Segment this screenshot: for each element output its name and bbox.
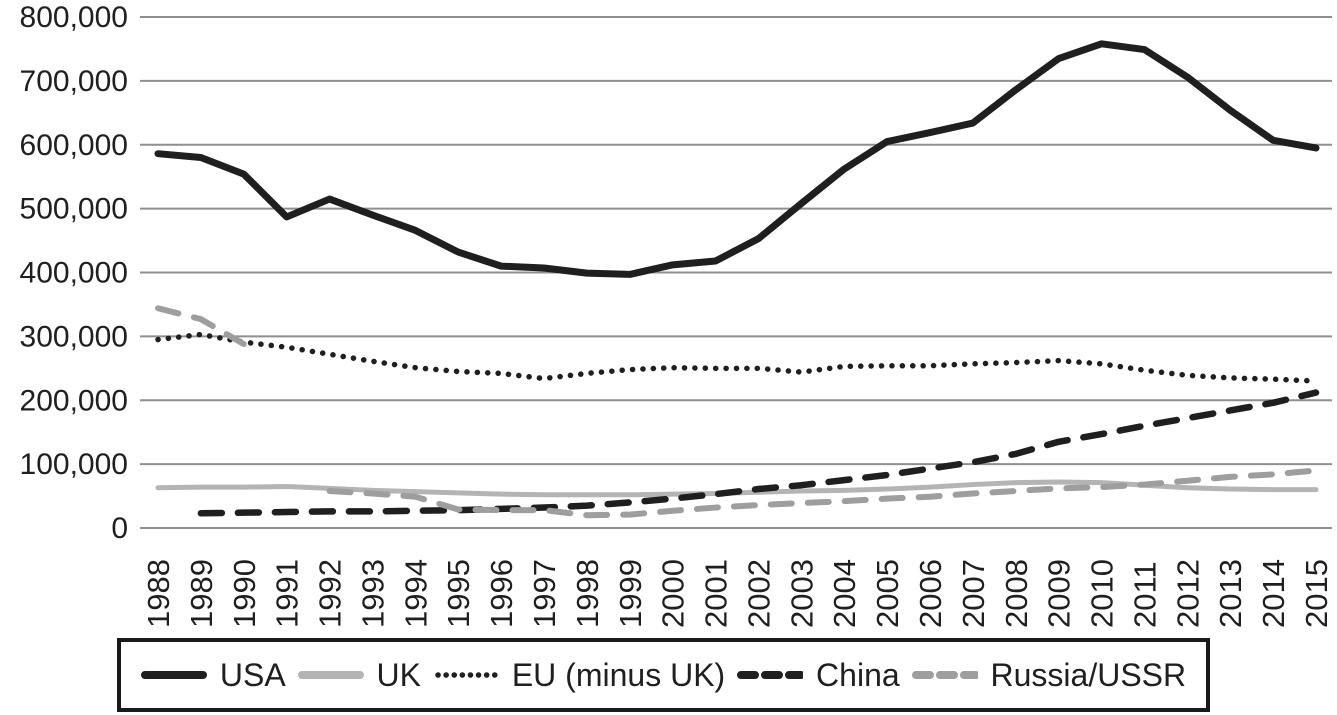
legend-item-usa: USA: [140, 656, 286, 694]
x-tick-label: 2014: [1256, 559, 1291, 628]
x-tick-label: 1988: [141, 559, 176, 628]
x-tick-label: 2000: [656, 559, 691, 628]
x-tick-label: 1993: [355, 559, 390, 628]
legend-swatch-russia-dashed-line: [911, 671, 978, 679]
x-tick-label: 1990: [227, 559, 262, 628]
line-chart: 0 100,000 200,000 300,000 400,000 500,000 600,…: [20, 1, 1334, 628]
y-tick-label: 400,000: [20, 257, 128, 290]
legend-label-usa: USA: [219, 656, 286, 693]
series-line-china: [197, 389, 1320, 517]
series-line-eu-minus-uk: [155, 331, 1319, 384]
y-tick-label: 100,000: [20, 448, 128, 481]
x-tick-label: 2006: [913, 559, 948, 628]
y-tick-label: 0: [111, 512, 128, 545]
x-tick-label: 2002: [741, 559, 776, 628]
legend-label-china: China: [816, 656, 900, 693]
x-tick-label: 1992: [313, 559, 348, 628]
x-tick-label: 1999: [613, 559, 648, 628]
y-tick-label: 800,000: [20, 1, 128, 34]
x-tick-label: 2011: [1127, 561, 1162, 628]
legend-swatch-china-dashed-line: [737, 671, 804, 679]
legend-label-eu: EU (minus UK): [511, 656, 726, 693]
series-line-russia-ussr: [326, 467, 1319, 519]
legend-item-eu: EU (minus UK): [433, 657, 725, 694]
legend-swatch-eu-dotted-line: [435, 672, 499, 678]
y-tick-label: 600,000: [20, 129, 128, 162]
legend: USA UK EU (minus UK) China Russia/USSR: [117, 638, 1210, 712]
x-tick-label: 2010: [1085, 559, 1120, 628]
y-tick-label: 500,000: [20, 193, 128, 226]
legend-item-uk: UK: [297, 656, 421, 694]
x-tick-label: 2012: [1170, 559, 1205, 628]
x-tick-label: 2005: [870, 559, 905, 628]
x-tick-label: 2004: [827, 559, 862, 628]
legend-swatch-uk-line: [297, 671, 364, 679]
x-tick-label: 2009: [1042, 559, 1077, 628]
x-tick-label: 1994: [398, 559, 433, 628]
legend-item-russia: Russia/USSR: [911, 656, 1187, 694]
x-tick-label: 2003: [784, 559, 819, 628]
x-tick-label: 2008: [999, 559, 1034, 628]
x-tick-label: 1998: [570, 559, 605, 628]
x-tick-label: 2015: [1299, 559, 1334, 628]
x-tick-label: 2013: [1213, 559, 1248, 628]
x-tick-label: 1997: [527, 559, 562, 628]
x-tick-label: 2007: [956, 559, 991, 628]
series-line-russia-ussr: [155, 305, 247, 348]
legend-label-uk: UK: [376, 656, 421, 693]
series-line-usa: [154, 40, 1320, 278]
x-tick-label: 2001: [699, 559, 734, 628]
legend-label-russia: Russia/USSR: [990, 656, 1187, 693]
legend-swatch-usa-line: [140, 671, 207, 679]
y-tick-label: 700,000: [20, 65, 128, 98]
x-tick-label: 1995: [441, 559, 476, 628]
x-tick-label: 1991: [270, 559, 305, 628]
x-tick-label: 1989: [184, 559, 219, 628]
y-tick-label: 200,000: [20, 384, 128, 417]
legend-item-china: China: [737, 657, 900, 694]
x-tick-label: 1996: [484, 559, 519, 628]
y-tick-label: 300,000: [20, 320, 128, 353]
